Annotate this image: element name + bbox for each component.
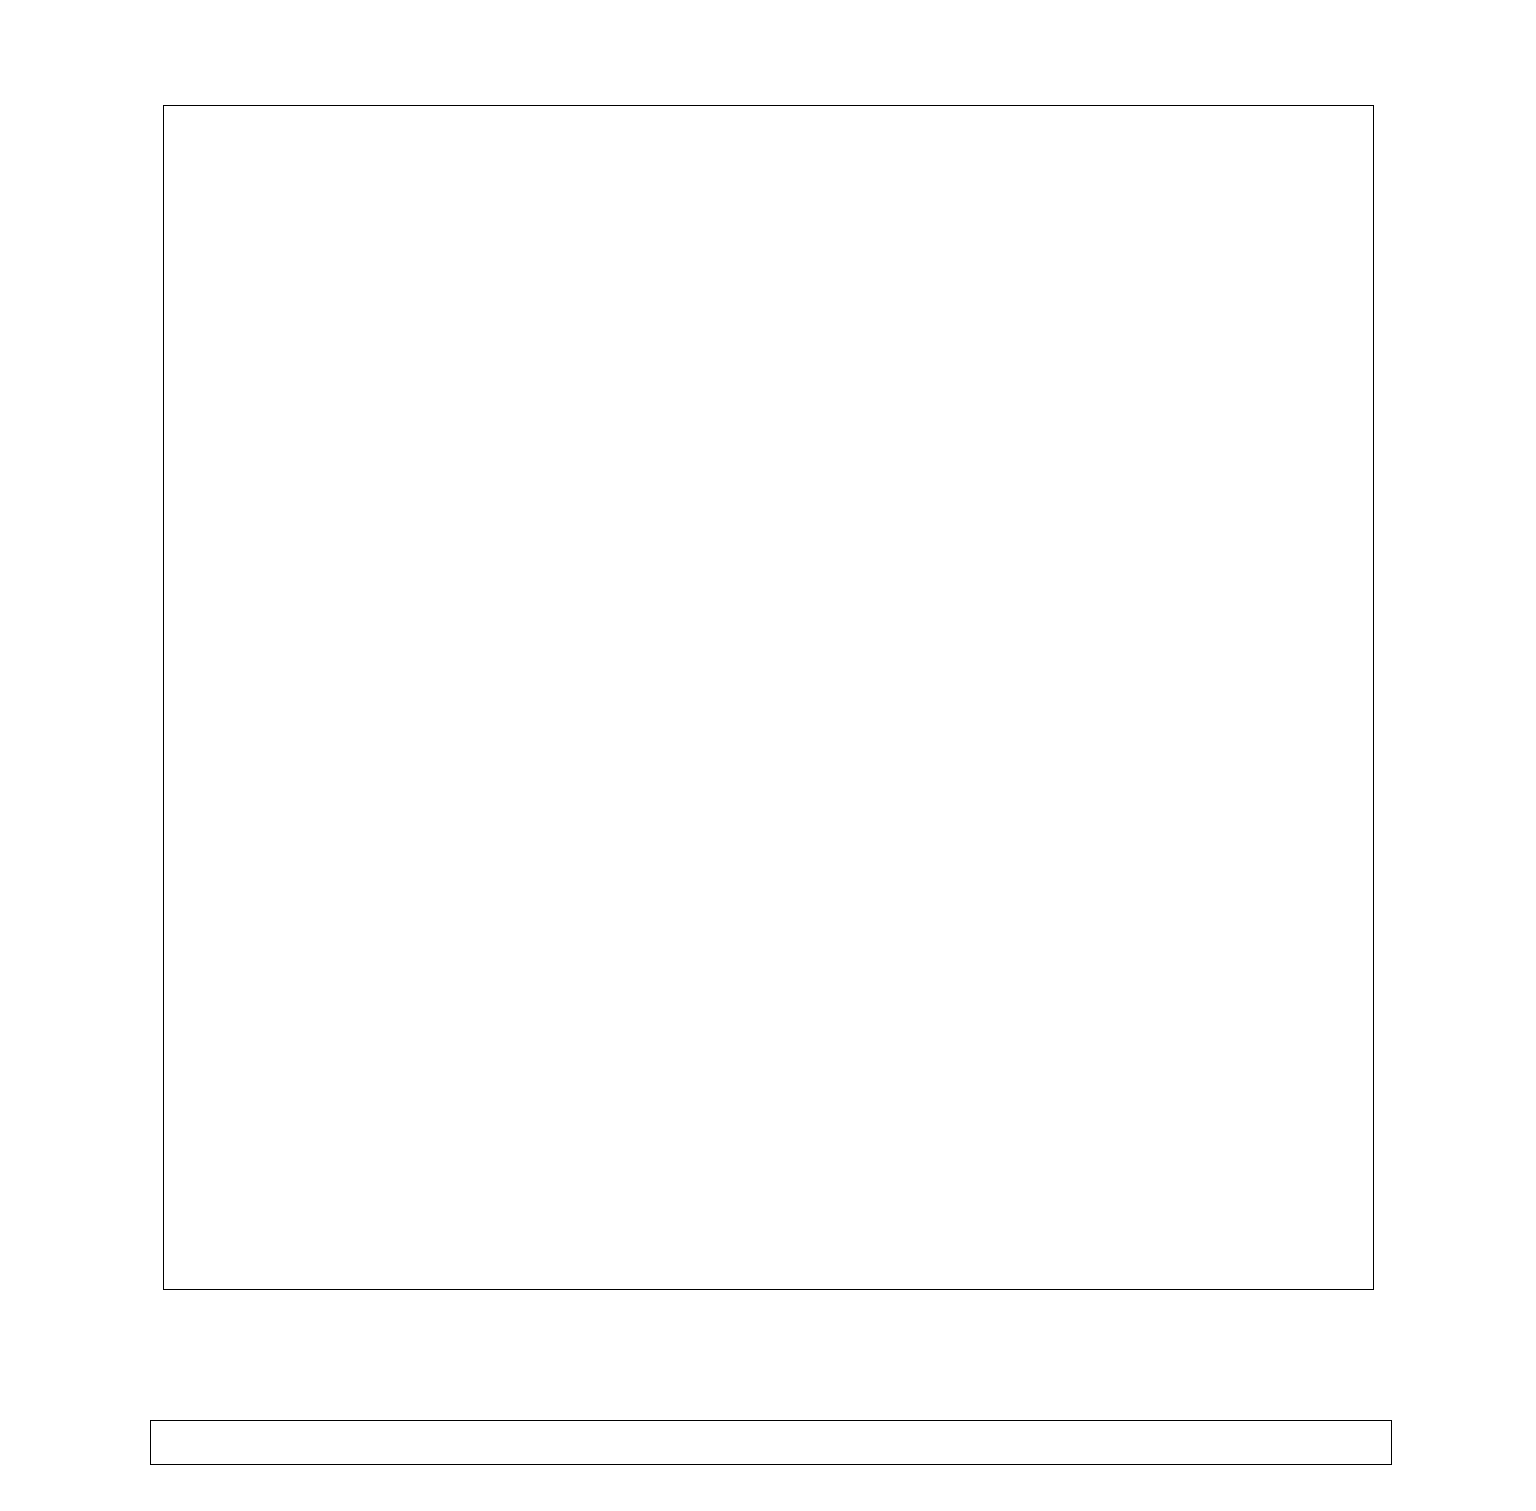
- crosshair-vertical-line: [766, 0, 768, 1406]
- crosshair-horizontal-line: [0, 709, 1536, 711]
- colorbar: [150, 1420, 1392, 1465]
- colorbar-gradient: [151, 1421, 1391, 1464]
- plot-area[interactable]: [163, 105, 1374, 1290]
- sky-map-canvas[interactable]: [164, 106, 1373, 1289]
